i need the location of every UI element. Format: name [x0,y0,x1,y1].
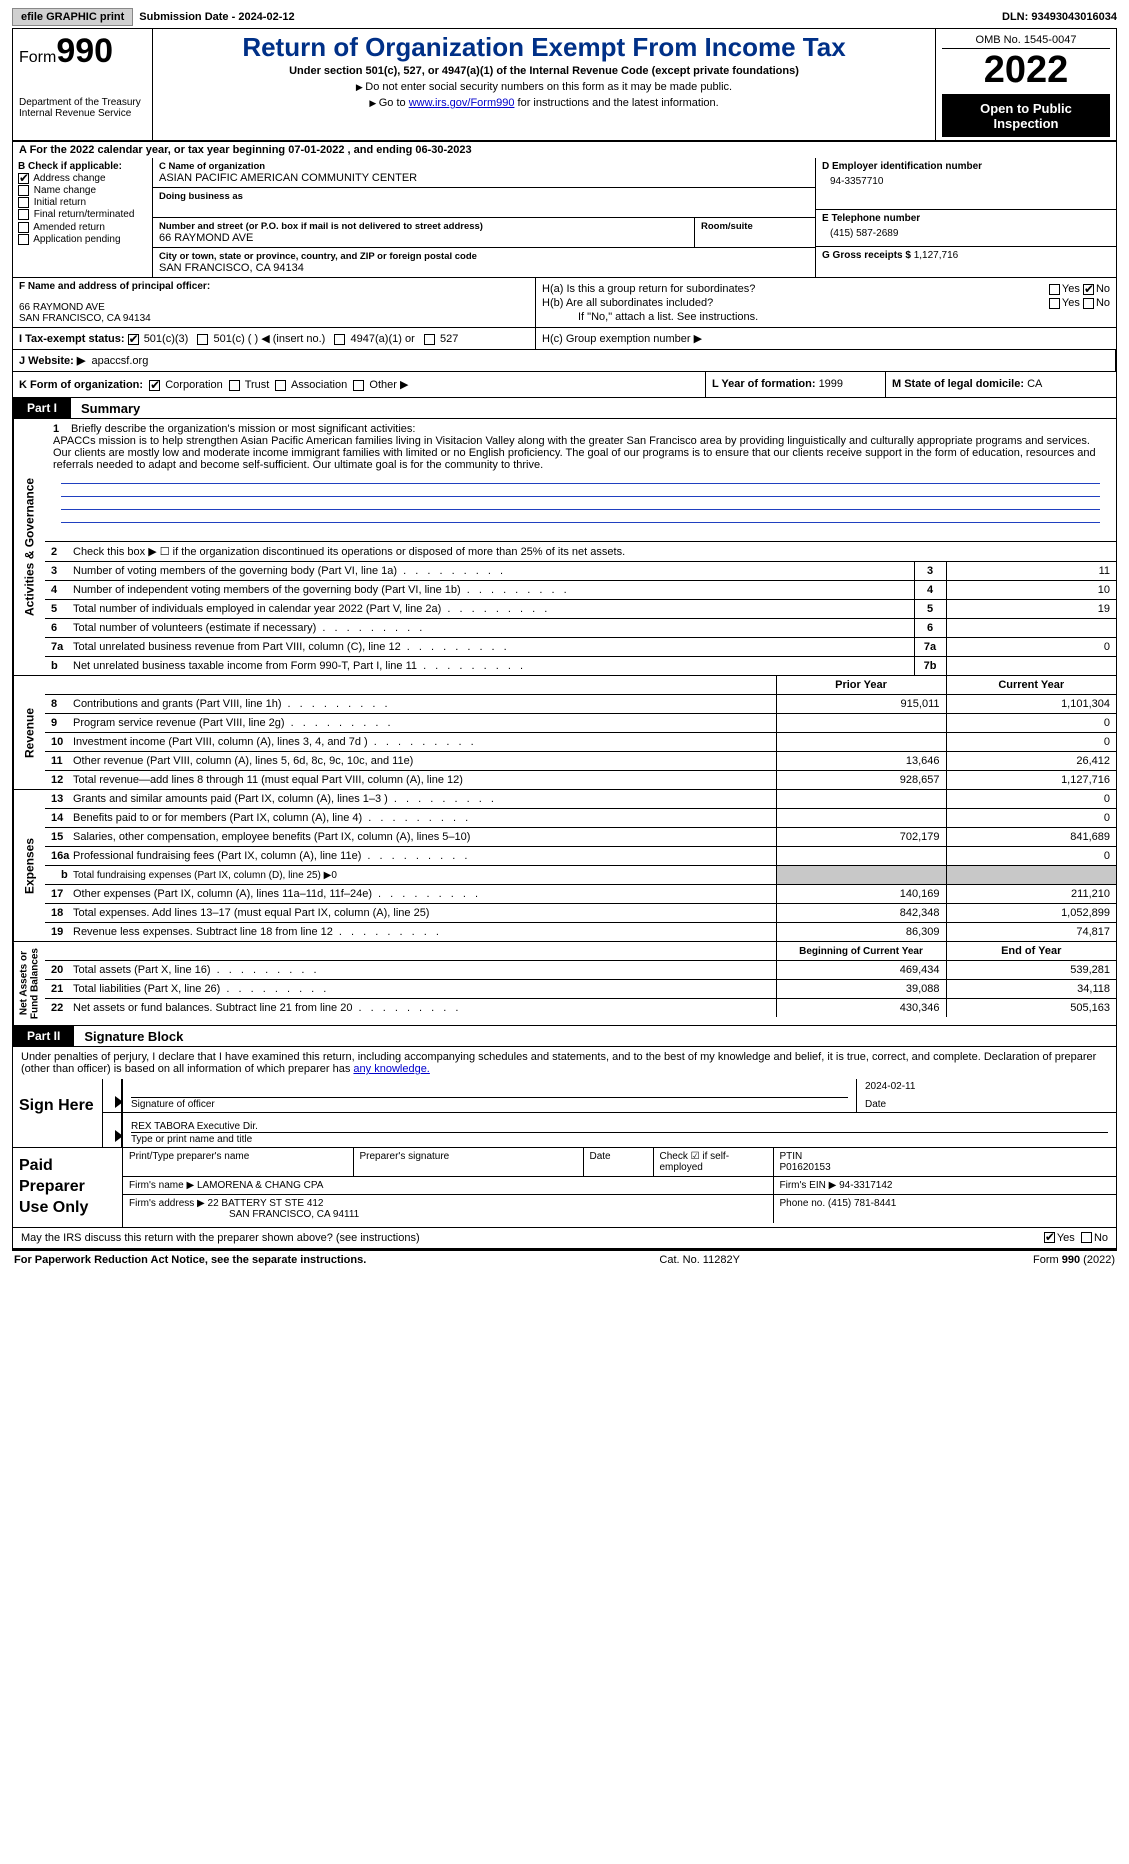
box-deg: D Employer identification number94-33577… [816,158,1116,277]
net-assets-label: Net Assets or Fund Balances [13,942,45,1025]
efile-print-button[interactable]: efile GRAPHIC print [12,8,133,26]
dln: DLN: 93493043016034 [1002,11,1117,23]
goto-note: Go to www.irs.gov/Form990 for instructio… [159,97,929,109]
officer-name: REX TABORA Executive Dir. [131,1121,1108,1132]
expenses-label: Expenses [13,790,45,941]
revenue-label: Revenue [13,676,45,789]
page-footer: For Paperwork Reduction Act Notice, see … [12,1249,1117,1269]
ag-label: Activities & Governance [13,419,45,675]
submission-date-label: Submission Date - 2024-02-12 [139,11,294,23]
paid-preparer: Paid Preparer Use Only Print/Type prepar… [12,1148,1117,1227]
ein: 94-3357710 [822,172,1110,191]
527-checkbox[interactable] [424,334,435,345]
revenue-table: Prior YearCurrent Year 8Contributions an… [45,676,1116,789]
discuss-no-checkbox[interactable] [1081,1232,1092,1243]
501c3-checkbox[interactable] [128,334,139,345]
row-i: I Tax-exempt status: 501(c)(3) 501(c) ( … [12,328,1117,350]
ptin: P01620153 [780,1162,1111,1173]
form-number: Form990 [19,32,146,71]
ag-table: 2Check this box ▶ ☐ if the organization … [45,541,1116,675]
corp-checkbox[interactable] [149,380,160,391]
row-fh: F Name and address of principal officer:… [12,278,1117,328]
sign-arrow-icon [103,1113,123,1147]
discuss-yes-checkbox[interactable] [1044,1232,1055,1243]
box-m: M State of legal domicile: CA [886,372,1116,397]
hb-no-checkbox[interactable] [1083,298,1094,309]
irs-link[interactable]: www.irs.gov/Form990 [409,97,515,109]
website: apaccsf.org [91,355,148,367]
box-b: B Check if applicable: Address change Na… [13,158,153,277]
net-assets-section: Net Assets or Fund Balances Beginning of… [12,942,1117,1026]
street-address: 66 RAYMOND AVE [159,232,688,244]
box-k: K Form of organization: Corporation Trus… [13,372,706,397]
final-return-checkbox[interactable] [18,209,29,220]
dept-treasury: Department of the Treasury Internal Reve… [19,97,146,119]
initial-return-checkbox[interactable] [18,197,29,208]
row-j: J Website: ▶ apaccsf.org [12,350,1117,372]
trust-checkbox[interactable] [229,380,240,391]
ha-yes-checkbox[interactable] [1049,284,1060,295]
part1-header: Part I Summary [12,398,1117,419]
city-state-zip: SAN FRANCISCO, CA 94134 [159,262,809,274]
declaration: Under penalties of perjury, I declare th… [12,1047,1117,1079]
header-right: OMB No. 1545-0047 2022 Open to Public In… [936,29,1116,140]
open-to-public: Open to Public Inspection [942,95,1110,137]
4947-checkbox[interactable] [334,334,345,345]
row-klm: K Form of organization: Corporation Trus… [12,372,1117,398]
line-a: A For the 2022 calendar year, or tax yea… [12,142,1117,158]
part2-header: Part II Signature Block [12,1026,1117,1047]
org-name: ASIAN PACIFIC AMERICAN COMMUNITY CENTER [159,172,809,184]
header-center: Return of Organization Exempt From Incom… [153,29,936,140]
sign-here: Sign Here Signature of officer 2024-02-1… [12,1079,1117,1148]
other-checkbox[interactable] [353,380,364,391]
box-l: L Year of formation: 1999 [706,372,886,397]
firm-phone: (415) 781-8441 [828,1198,896,1209]
irs-discuss-row: May the IRS discuss this return with the… [12,1228,1117,1249]
telephone: (415) 587-2689 [822,224,1110,243]
box-h: H(a) Is this a group return for subordin… [536,278,1116,327]
501c-checkbox[interactable] [197,334,208,345]
omb-number: OMB No. 1545-0047 [942,32,1110,49]
expenses-section: Expenses 13Grants and similar amounts pa… [12,790,1117,942]
assoc-checkbox[interactable] [275,380,286,391]
expenses-table: 13Grants and similar amounts paid (Part … [45,790,1116,941]
header-left: Form990 Department of the Treasury Inter… [13,29,153,140]
name-change-checkbox[interactable] [18,185,29,196]
any-knowledge-link[interactable]: any knowledge. [353,1063,429,1075]
firm-name: LAMORENA & CHANG CPA [197,1180,324,1191]
address-change-checkbox[interactable] [18,173,29,184]
form-header: Form990 Department of the Treasury Inter… [12,28,1117,142]
gross-receipts: 1,127,716 [914,250,959,261]
sign-arrow-icon [103,1079,123,1112]
box-f: F Name and address of principal officer:… [13,278,536,327]
box-hc: H(c) Group exemption number ▶ [536,328,1116,349]
tax-year: 2022 [942,49,1110,95]
activities-governance: Activities & Governance 1Briefly describ… [12,419,1117,676]
info-grid: B Check if applicable: Address change Na… [12,158,1117,278]
hb-yes-checkbox[interactable] [1049,298,1060,309]
firm-address: 22 BATTERY ST STE 412 [208,1198,324,1209]
net-assets-table: Beginning of Current YearEnd of Year 20T… [45,942,1116,1017]
amended-return-checkbox[interactable] [18,222,29,233]
application-pending-checkbox[interactable] [18,234,29,245]
form-title: Return of Organization Exempt From Incom… [159,32,929,63]
revenue-section: Revenue Prior YearCurrent Year 8Contribu… [12,676,1117,790]
box-c: C Name of organization ASIAN PACIFIC AME… [153,158,816,277]
firm-ein: 94-3317142 [839,1180,892,1191]
ssn-note: Do not enter social security numbers on … [159,81,929,93]
mission: 1Briefly describe the organization's mis… [45,419,1116,527]
form-subtitle: Under section 501(c), 527, or 4947(a)(1)… [159,65,929,77]
ha-no-checkbox[interactable] [1083,284,1094,295]
topbar: efile GRAPHIC print Submission Date - 20… [12,8,1117,26]
